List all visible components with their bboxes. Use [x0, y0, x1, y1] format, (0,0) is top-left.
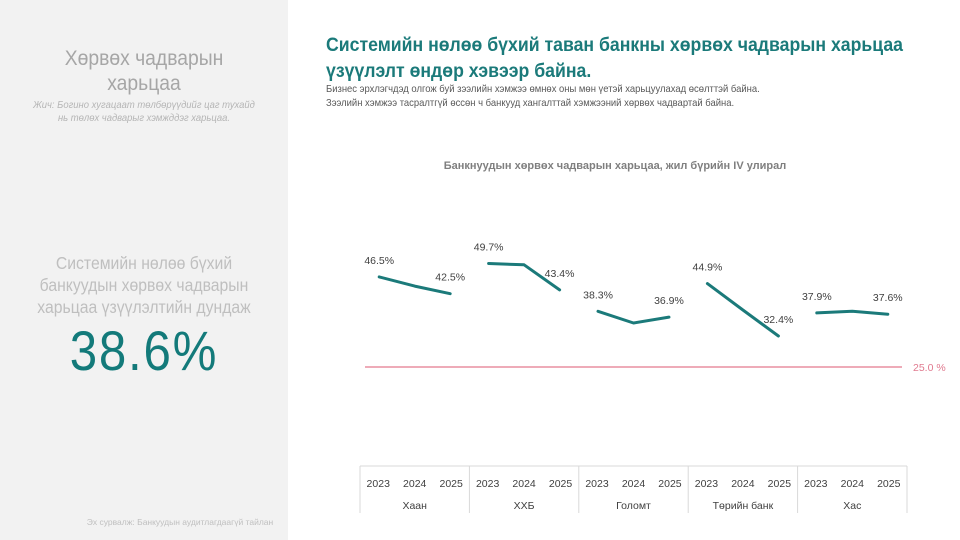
data-label: 49.7%: [474, 242, 504, 254]
x-tick-label: 2025: [549, 478, 573, 490]
category-label: Хаан: [402, 500, 427, 512]
reference-line-group: 25.0 %: [365, 362, 946, 374]
panel-note: Жич: Богино хугацаат төлбөрүүдийг цаг ту…: [14, 99, 273, 125]
x-tick-label: 2023: [695, 478, 719, 490]
kpi-label: Системийн нөлөө бүхий банкуудын хөрвөх ч…: [14, 252, 273, 318]
subtext-line1: Бизнес эрхлэгчдэд олгож буй зээлийн хэмж…: [326, 83, 760, 95]
x-tick-label: 2024: [512, 478, 536, 490]
kpi-value: 38.6%: [69, 319, 219, 382]
data-label: 43.4%: [545, 268, 575, 280]
reference-line-label: 25.0 %: [913, 362, 946, 374]
data-label: 44.9%: [693, 262, 723, 274]
series-line-3: [705, 282, 780, 338]
category-label: Хас: [843, 500, 861, 512]
chart-title: Банкнуудын хөрвөх чадварын харьцаа, жил …: [443, 160, 787, 172]
left-panel: Хөрвөх чадварын харьцаа Жич: Богино хуга…: [0, 0, 288, 540]
kpi-label-line1: Системийн нөлөө бүхий: [55, 253, 233, 273]
x-tick-label: 2024: [622, 478, 646, 490]
data-label: 38.3%: [583, 289, 613, 301]
x-tick-label: 2025: [768, 478, 792, 490]
data-label: 37.6%: [873, 292, 903, 304]
x-tick-label: 2025: [439, 478, 463, 490]
subtext-line2: Зээлийн хэмжээ тасралтгүй өссөн ч банкуу…: [326, 96, 735, 109]
kpi-label-line2: банкуудын хөрвөх чадварын: [39, 275, 249, 295]
panel-title-line2: харьцаа: [107, 72, 181, 95]
category-label: ХХБ: [514, 500, 535, 512]
series-group: 46.5% 42.5% 49.7% 43.4% 38.3% 36.9% 44.9% 32.4%…: [364, 242, 903, 338]
x-tick-label: 2023: [367, 478, 391, 490]
x-tick-label: 2025: [877, 478, 901, 490]
data-label: 46.5%: [364, 255, 394, 267]
series-line-2: [596, 309, 671, 325]
panel-note-line1: Жич: Богино хугацаат төлбөрүүдийг цаг ту…: [33, 99, 255, 111]
x-axis: 2023 2024 2025 Хаан 2023 2024 2025 ХХБ 2023 2024 2…: [359, 465, 908, 513]
x-tick-label: 2024: [731, 478, 755, 490]
headline-line1: Системийн нөлөө бүхий таван банкны хөрвө…: [326, 35, 904, 56]
data-label: 42.5%: [435, 272, 465, 284]
category-label: Төрийн банк: [713, 500, 774, 512]
headline-line2: үзүүлэлт өндөр хэвээр байна.: [326, 61, 592, 82]
x-tick-label: 2023: [476, 478, 500, 490]
x-tick-label: 2024: [841, 478, 865, 490]
source-note: Эх сурвалж: Банкуудын аудитлагдаагүй тай…: [86, 517, 274, 527]
x-tick-label: 2023: [585, 478, 609, 490]
data-label: 32.4%: [763, 314, 793, 326]
data-label: 36.9%: [654, 295, 684, 307]
category-label: Голомт: [616, 500, 651, 512]
data-label: 37.9%: [802, 291, 832, 303]
x-tick-label: 2025: [658, 478, 682, 490]
subtext: Бизнес эрхлэгчдэд олгож буй зээлийн хэмж…: [326, 83, 884, 110]
panel-title-line1: Хөрвөх чадварын: [64, 47, 224, 70]
headline: Системийн нөлөө бүхий таван банкны хөрвө…: [326, 33, 904, 85]
series-line-4: [815, 309, 890, 316]
panel-title: Хөрвөх чадварын харьцаа: [12, 46, 277, 96]
x-tick-label: 2023: [804, 478, 828, 490]
kpi-label-line3: харьцаа үзүүлэлтийн дундаж: [37, 297, 251, 317]
x-tick-label: 2024: [403, 478, 427, 490]
panel-note-line2: нь төлөх чадварыг хэмжддэг харьцаа.: [57, 112, 231, 124]
